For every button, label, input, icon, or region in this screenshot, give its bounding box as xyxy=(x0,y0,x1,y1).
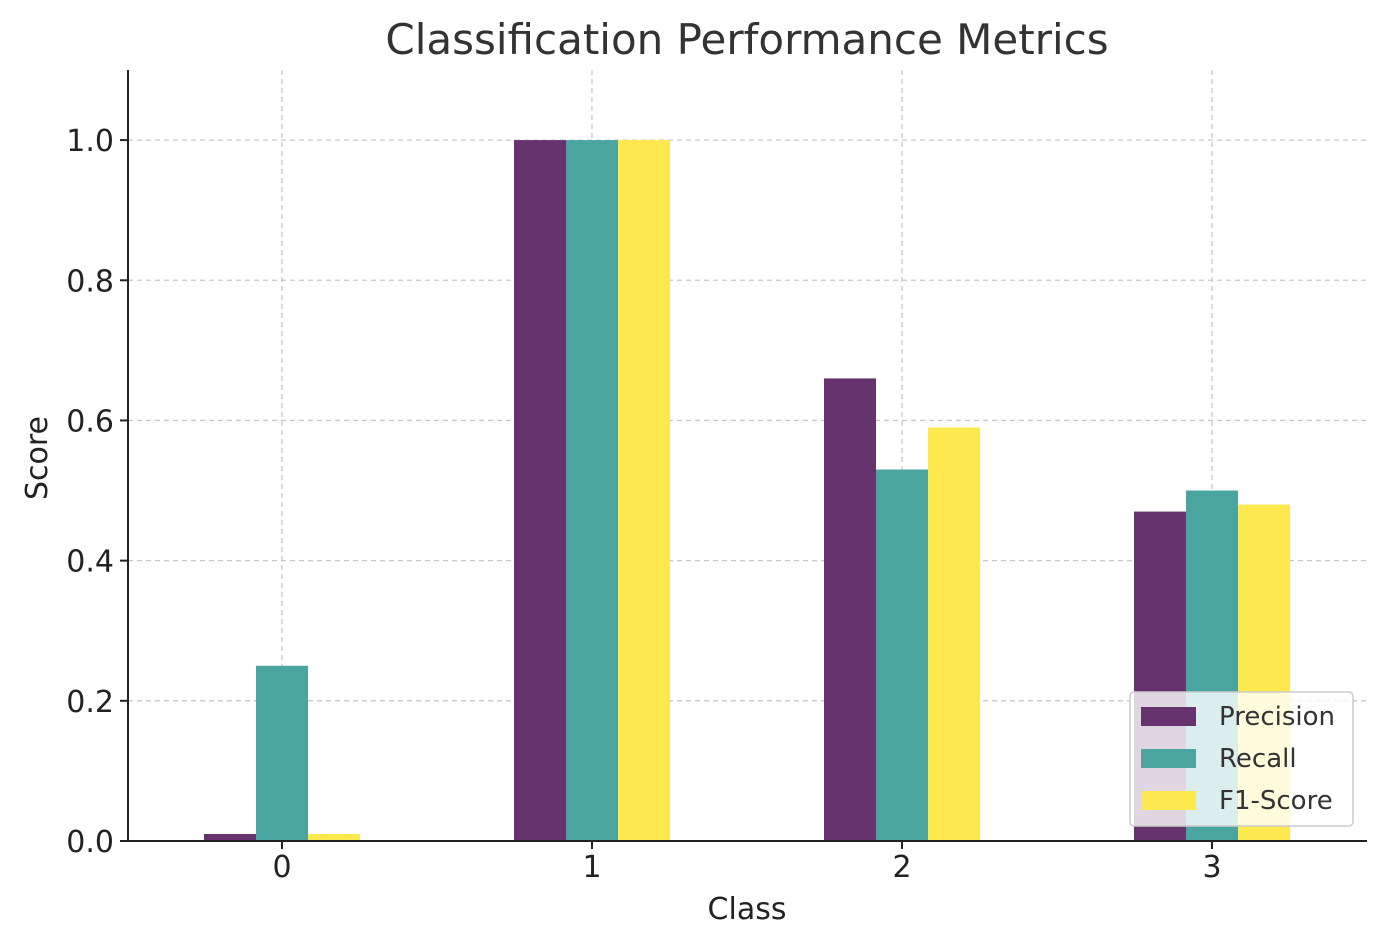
legend-label: Recall xyxy=(1219,744,1297,774)
bars xyxy=(204,140,1290,841)
y-tick-label: 0.6 xyxy=(66,404,114,439)
ticks: 0.0 0.2 0.4 0.6 0.8 1.0 0 1 2 3 xyxy=(66,124,1221,885)
legend-swatch xyxy=(1141,707,1196,726)
x-tick-label: 1 xyxy=(582,850,601,885)
bar-precision-class-1 xyxy=(514,140,566,841)
x-tick-label: 0 xyxy=(272,850,291,885)
y-tick-label: 0.8 xyxy=(66,264,114,299)
legend-swatch xyxy=(1141,791,1196,810)
legend: Precision Recall F1-Score xyxy=(1129,691,1354,827)
legend-swatch xyxy=(1141,749,1196,768)
bar-f1-score-class-2 xyxy=(928,427,980,841)
y-axis-label: Score xyxy=(20,416,55,500)
legend-label: F1-Score xyxy=(1219,786,1333,816)
bar-f1-score-class-0 xyxy=(308,833,360,841)
bar-f1-score-class-1 xyxy=(618,140,670,841)
y-tick-label: 1.0 xyxy=(66,124,114,159)
x-tick-label: 2 xyxy=(892,850,911,885)
bar-recall-class-0 xyxy=(256,665,308,841)
y-tick-label: 0.2 xyxy=(66,685,114,720)
chart-title: Classification Performance Metrics xyxy=(385,15,1108,64)
axes xyxy=(127,70,1367,842)
y-tick-label: 0.4 xyxy=(66,545,114,580)
bar-recall-class-2 xyxy=(876,469,928,841)
x-axis-label: Class xyxy=(708,892,787,927)
y-tick-label: 0.0 xyxy=(66,825,114,860)
bar-precision-class-2 xyxy=(824,378,876,841)
bar-precision-class-0 xyxy=(204,833,256,841)
legend-label: Precision xyxy=(1219,702,1335,732)
bar-recall-class-1 xyxy=(566,140,618,841)
x-tick-label: 3 xyxy=(1202,850,1221,885)
